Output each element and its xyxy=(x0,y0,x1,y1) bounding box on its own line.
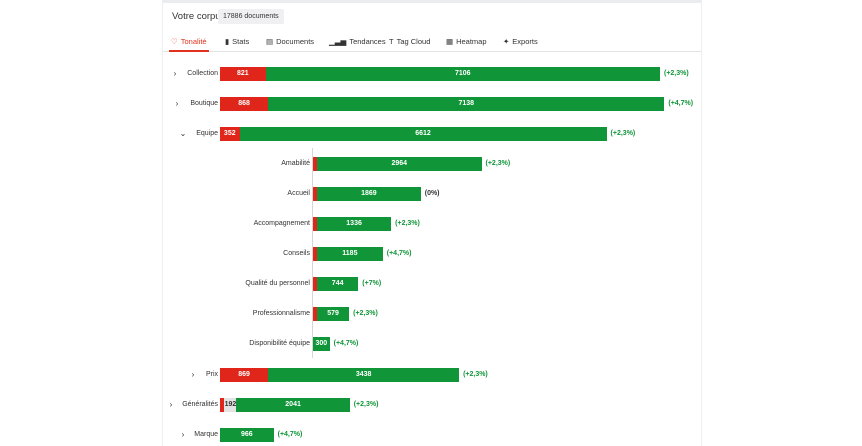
tab-label: Tendances xyxy=(349,37,386,46)
tonality-row-boutique[interactable]: › Boutique 868 7138 (+4,7%) xyxy=(0,97,862,111)
tab-tonalite[interactable]: ♡ Tonalité xyxy=(169,32,209,52)
positive-bar[interactable]: 2964 xyxy=(317,157,482,171)
tonality-row-qualite-du-personnel: Qualité du personnel 744 (+7%) xyxy=(0,277,862,291)
tab-documents[interactable]: ▤ Documents xyxy=(266,32,314,52)
heart-icon: ♡ xyxy=(171,37,178,46)
positive-bar[interactable]: 1185 xyxy=(317,247,383,261)
positive-bar[interactable]: 7106 xyxy=(265,67,660,81)
positive-bar[interactable]: 744 xyxy=(317,277,359,291)
tab-tendances[interactable]: ▁▃▅ Tendances xyxy=(329,32,386,52)
positive-bar[interactable]: 579 xyxy=(317,307,350,321)
negative-bar[interactable] xyxy=(313,187,317,201)
row-label: Professionnalisme xyxy=(252,310,310,317)
trend-delta: (+2,3%) xyxy=(353,310,378,317)
positive-bar[interactable]: 2041 xyxy=(236,398,350,412)
negative-bar[interactable]: 352 xyxy=(220,127,240,141)
tab-tag-cloud[interactable]: T Tag Cloud xyxy=(389,32,430,52)
tab-label: Tonalité xyxy=(180,37,207,46)
tonality-row-prix[interactable]: › Prix 869 3438 (+2,3%) xyxy=(0,368,862,382)
tonality-row-equipe[interactable]: ⌄ Equipe 352 6612 (+2,3%) xyxy=(0,127,862,141)
tonality-row-conseils: Conseils 1185 (+4,7%) xyxy=(0,247,862,261)
tab-label: Documents xyxy=(276,37,315,46)
trend-delta: (+2,3%) xyxy=(463,371,488,378)
positive-bar[interactable]: 300 xyxy=(313,337,330,351)
negative-bar[interactable] xyxy=(313,217,317,231)
negative-bar[interactable]: 869 xyxy=(220,368,269,382)
trend-delta: (+2,3%) xyxy=(395,220,420,227)
trend-delta: (+7%) xyxy=(362,280,382,287)
chevron-right-icon[interactable]: › xyxy=(181,430,185,439)
tonality-row-collection[interactable]: › Collection 821 7106 (+2,3%) xyxy=(0,67,862,81)
tonality-row-generalites[interactable]: › Généralités 192 2041 (+2,3%) xyxy=(0,398,862,412)
tab-label: Tag Cloud xyxy=(396,37,431,46)
positive-bar[interactable]: 3438 xyxy=(268,368,460,382)
chevron-down-icon[interactable]: ⌄ xyxy=(179,129,187,138)
negative-bar[interactable] xyxy=(313,157,317,171)
chevron-right-icon[interactable]: › xyxy=(175,99,179,108)
row-label: Marque xyxy=(194,431,218,438)
trend-delta: (+4,7%) xyxy=(668,100,694,107)
trend-delta: (+4,7%) xyxy=(277,431,303,438)
row-label: Prix xyxy=(205,371,218,378)
row-label: Disponibilité équipe xyxy=(249,340,310,347)
row-label: Equipe xyxy=(196,130,218,137)
row-label: Accompagnement xyxy=(253,220,310,227)
row-label: Qualité du personnel xyxy=(245,280,310,287)
tab-bar: ♡ Tonalité ▮ Stats ▤ Documents ▁▃▅ Tendances T Ta… xyxy=(163,32,701,52)
row-label: Généralités xyxy=(182,401,218,408)
tab-label: Stats xyxy=(232,37,250,46)
neutral-bar[interactable]: 192 xyxy=(224,398,237,412)
trend-icon: ▁▃▅ xyxy=(329,37,347,46)
trend-delta: (+2,3%) xyxy=(664,70,689,77)
trend-delta: (+2,3%) xyxy=(485,160,511,167)
positive-bar[interactable]: 966 xyxy=(220,428,274,442)
negative-bar[interactable] xyxy=(313,307,317,321)
row-label: Amabilité xyxy=(281,160,310,167)
export-icon: ✦ xyxy=(503,37,510,46)
trend-delta: (+4,7%) xyxy=(386,250,412,257)
chevron-right-icon[interactable]: › xyxy=(169,400,173,409)
heatmap-icon: ▦ xyxy=(446,37,454,46)
tonality-row-marque[interactable]: › Marque 966 (+4,7%) xyxy=(0,428,862,442)
positive-bar[interactable]: 7138 xyxy=(268,97,665,111)
positive-bar[interactable]: 1336 xyxy=(317,217,392,231)
tab-label: Heatmap xyxy=(456,37,487,46)
tab-heatmap[interactable]: ▦ Heatmap xyxy=(446,32,487,52)
tonality-row-amabilite: Amabilité 2964 (+2,3%) xyxy=(0,157,862,171)
tonality-row-accompagnement: Accompagnement 1336 (+2,3%) xyxy=(0,217,862,231)
tonality-row-accueil: Accueil 1869 (0%) xyxy=(0,187,862,201)
documents-icon: ▤ xyxy=(266,37,274,46)
corpus-header: Votre corpus 17886 documents xyxy=(163,9,701,25)
negative-bar[interactable]: 821 xyxy=(220,67,266,81)
negative-bar[interactable] xyxy=(313,247,317,261)
tab-exports[interactable]: ✦ Exports xyxy=(503,32,538,52)
row-label: Boutique xyxy=(190,100,218,107)
trend-delta: (+2,3%) xyxy=(610,130,636,137)
negative-bar[interactable] xyxy=(313,277,317,291)
bar-chart-icon: ▮ xyxy=(225,37,230,46)
negative-bar[interactable] xyxy=(220,398,225,412)
chevron-right-icon[interactable]: › xyxy=(191,370,195,379)
trend-delta: (+4,7%) xyxy=(333,340,359,347)
negative-bar[interactable]: 868 xyxy=(220,97,269,111)
tonality-row-disponibilite-equipe: Disponibilité équipe 300 (+4,7%) xyxy=(0,337,862,351)
row-label: Conseils xyxy=(283,250,310,257)
tab-stats[interactable]: ▮ Stats xyxy=(225,32,249,52)
corpus-title: Votre corpus xyxy=(172,11,226,22)
row-label: Collection xyxy=(187,70,218,77)
tag-cloud-icon: T xyxy=(389,37,394,46)
trend-delta: (+2,3%) xyxy=(353,401,379,408)
row-label: Accueil xyxy=(287,190,310,197)
trend-delta: (0%) xyxy=(424,190,440,197)
chevron-right-icon[interactable]: › xyxy=(173,69,177,78)
sub-category-axis-line xyxy=(312,148,313,358)
positive-bar[interactable]: 6612 xyxy=(239,127,607,141)
positive-bar[interactable]: 1869 xyxy=(317,187,421,201)
tonality-row-professionnalisme: Professionnalisme 579 (+2,3%) xyxy=(0,307,862,321)
document-count-badge: 17886 documents xyxy=(218,9,284,24)
tab-label: Exports xyxy=(512,37,538,46)
